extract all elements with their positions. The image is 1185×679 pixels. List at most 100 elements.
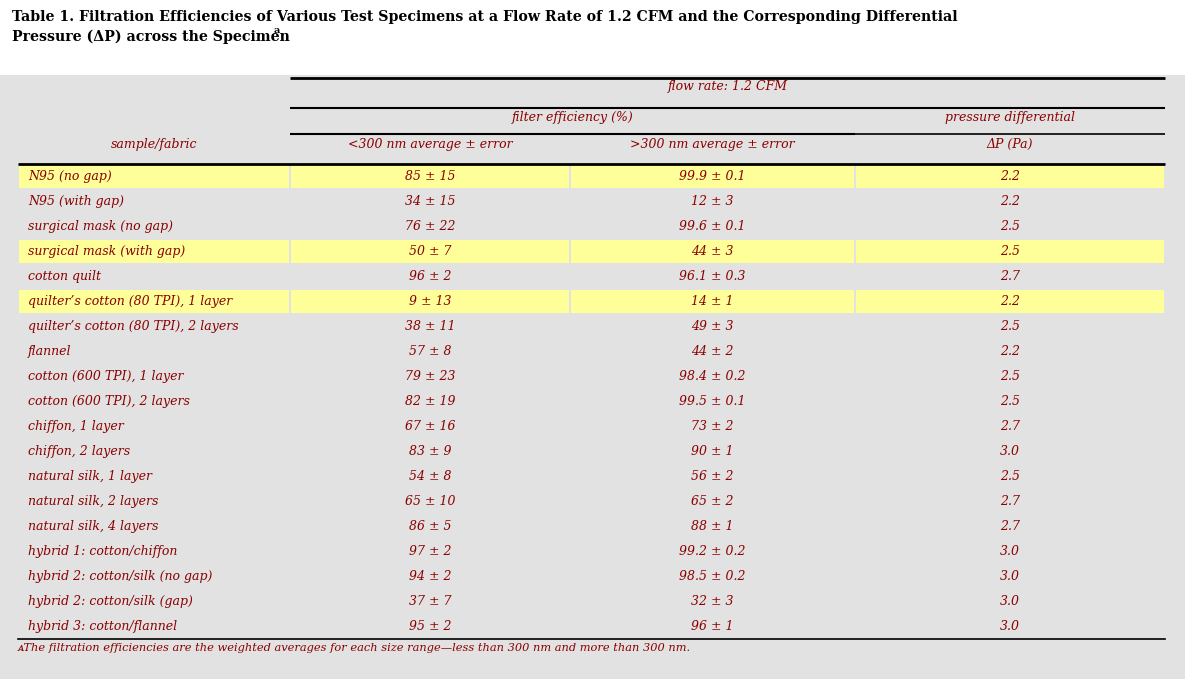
Text: 2.5: 2.5 [1000, 395, 1020, 408]
Text: chiffon, 1 layer: chiffon, 1 layer [28, 420, 123, 433]
Text: 9 ± 13: 9 ± 13 [409, 295, 451, 308]
Text: 44 ± 2: 44 ± 2 [691, 345, 734, 358]
Text: 99.6 ± 0.1: 99.6 ± 0.1 [679, 220, 745, 233]
Text: 49 ± 3: 49 ± 3 [691, 320, 734, 333]
Text: hybrid 2: cotton/silk (no gap): hybrid 2: cotton/silk (no gap) [28, 570, 212, 583]
Text: surgical mask (no gap): surgical mask (no gap) [28, 220, 173, 233]
Text: 3.0: 3.0 [1000, 620, 1020, 633]
Text: 99.5 ± 0.1: 99.5 ± 0.1 [679, 395, 745, 408]
Text: 86 ± 5: 86 ± 5 [409, 520, 451, 533]
Text: 2.7: 2.7 [1000, 495, 1020, 508]
Text: 2.5: 2.5 [1000, 370, 1020, 383]
Text: 85 ± 15: 85 ± 15 [405, 170, 455, 183]
Bar [571, 290, 854, 313]
Text: 3.0: 3.0 [1000, 570, 1020, 583]
Bar [0, 0, 1185, 75]
Text: hybrid 3: cotton/flannel: hybrid 3: cotton/flannel [28, 620, 177, 633]
Text: flow rate: 1.2 CFM: flow rate: 1.2 CFM [667, 80, 788, 93]
Bar [571, 240, 854, 263]
Text: 98.5 ± 0.2: 98.5 ± 0.2 [679, 570, 745, 583]
Bar [292, 165, 569, 188]
Text: N95 (no gap): N95 (no gap) [28, 170, 111, 183]
Text: filter efficiency (%): filter efficiency (%) [512, 111, 633, 124]
Text: N95 (with gap): N95 (with gap) [28, 195, 124, 208]
Text: 65 ± 10: 65 ± 10 [405, 495, 455, 508]
Text: 83 ± 9: 83 ± 9 [409, 445, 451, 458]
Text: a: a [274, 26, 281, 35]
Text: natural silk, 4 layers: natural silk, 4 layers [28, 520, 159, 533]
Text: 2.5: 2.5 [1000, 470, 1020, 483]
Bar [292, 240, 569, 263]
Text: 94 ± 2: 94 ± 2 [409, 570, 451, 583]
Text: natural silk, 2 layers: natural silk, 2 layers [28, 495, 159, 508]
Text: 12 ± 3: 12 ± 3 [691, 195, 734, 208]
Text: >300 nm average ± error: >300 nm average ± error [630, 138, 795, 151]
Text: 2.2: 2.2 [1000, 170, 1020, 183]
Text: 2.5: 2.5 [1000, 320, 1020, 333]
Text: 98.4 ± 0.2: 98.4 ± 0.2 [679, 370, 745, 383]
Text: chiffon, 2 layers: chiffon, 2 layers [28, 445, 130, 458]
Text: 2.5: 2.5 [1000, 220, 1020, 233]
Text: 2.7: 2.7 [1000, 420, 1020, 433]
Text: 56 ± 2: 56 ± 2 [691, 470, 734, 483]
Text: 79 ± 23: 79 ± 23 [405, 370, 455, 383]
Text: cotton (600 TPI), 2 layers: cotton (600 TPI), 2 layers [28, 395, 190, 408]
Text: pressure differential: pressure differential [944, 111, 1075, 124]
Text: hybrid 2: cotton/silk (gap): hybrid 2: cotton/silk (gap) [28, 595, 193, 608]
Text: Pressure (ΔP) across the Specimen: Pressure (ΔP) across the Specimen [12, 30, 290, 44]
Bar [856, 290, 1164, 313]
Text: 96.1 ± 0.3: 96.1 ± 0.3 [679, 270, 745, 283]
Text: 2.7: 2.7 [1000, 270, 1020, 283]
Text: 97 ± 2: 97 ± 2 [409, 545, 451, 558]
Text: ᴀThe filtration efficiencies are the weighted averages for each size range—less : ᴀThe filtration efficiencies are the wei… [18, 643, 691, 653]
Text: 34 ± 15: 34 ± 15 [405, 195, 455, 208]
Text: 3.0: 3.0 [1000, 595, 1020, 608]
Text: cotton (600 TPI), 1 layer: cotton (600 TPI), 1 layer [28, 370, 184, 383]
Text: 88 ± 1: 88 ± 1 [691, 520, 734, 533]
Text: flannel: flannel [28, 345, 71, 358]
Text: cotton quilt: cotton quilt [28, 270, 101, 283]
Bar [19, 240, 289, 263]
Text: surgical mask (with gap): surgical mask (with gap) [28, 245, 185, 258]
Text: 90 ± 1: 90 ± 1 [691, 445, 734, 458]
Bar [856, 240, 1164, 263]
Bar [19, 165, 289, 188]
Text: 44 ± 3: 44 ± 3 [691, 245, 734, 258]
Text: 14 ± 1: 14 ± 1 [691, 295, 734, 308]
Text: 37 ± 7: 37 ± 7 [409, 595, 451, 608]
Text: 65 ± 2: 65 ± 2 [691, 495, 734, 508]
Text: natural silk, 1 layer: natural silk, 1 layer [28, 470, 152, 483]
Text: 32 ± 3: 32 ± 3 [691, 595, 734, 608]
Bar [0, 75, 1185, 679]
Text: 2.5: 2.5 [1000, 245, 1020, 258]
Text: 38 ± 11: 38 ± 11 [405, 320, 455, 333]
Text: 57 ± 8: 57 ± 8 [409, 345, 451, 358]
Text: quilter’s cotton (80 TPI), 1 layer: quilter’s cotton (80 TPI), 1 layer [28, 295, 232, 308]
Bar [292, 290, 569, 313]
Text: 76 ± 22: 76 ± 22 [405, 220, 455, 233]
Text: Table 1. Filtration Efficiencies of Various Test Specimens at a Flow Rate of 1.2: Table 1. Filtration Efficiencies of Vari… [12, 10, 957, 24]
Text: 54 ± 8: 54 ± 8 [409, 470, 451, 483]
Text: 3.0: 3.0 [1000, 545, 1020, 558]
Text: 99.2 ± 0.2: 99.2 ± 0.2 [679, 545, 745, 558]
Bar [571, 165, 854, 188]
Bar [856, 165, 1164, 188]
Text: 73 ± 2: 73 ± 2 [691, 420, 734, 433]
Text: 2.2: 2.2 [1000, 195, 1020, 208]
Text: <300 nm average ± error: <300 nm average ± error [347, 138, 512, 151]
Text: 3.0: 3.0 [1000, 445, 1020, 458]
Text: 96 ± 1: 96 ± 1 [691, 620, 734, 633]
Text: 2.2: 2.2 [1000, 345, 1020, 358]
Text: 82 ± 19: 82 ± 19 [405, 395, 455, 408]
Text: sample/fabric: sample/fabric [110, 138, 197, 151]
Text: 2.2: 2.2 [1000, 295, 1020, 308]
Text: quilter’s cotton (80 TPI), 2 layers: quilter’s cotton (80 TPI), 2 layers [28, 320, 238, 333]
Text: 50 ± 7: 50 ± 7 [409, 245, 451, 258]
Text: 96 ± 2: 96 ± 2 [409, 270, 451, 283]
Text: ΔP (Pa): ΔP (Pa) [987, 138, 1033, 151]
Text: 99.9 ± 0.1: 99.9 ± 0.1 [679, 170, 745, 183]
Text: 95 ± 2: 95 ± 2 [409, 620, 451, 633]
Text: 2.7: 2.7 [1000, 520, 1020, 533]
Text: hybrid 1: cotton/chiffon: hybrid 1: cotton/chiffon [28, 545, 178, 558]
Bar [19, 290, 289, 313]
